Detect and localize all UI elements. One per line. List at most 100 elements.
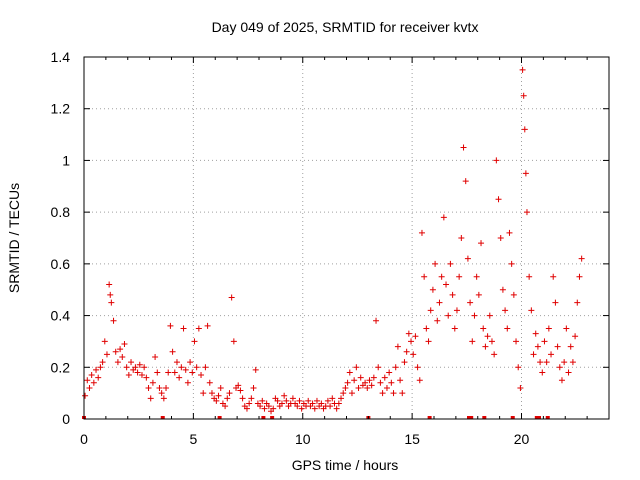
data-point: [392, 364, 399, 371]
data-point: [215, 392, 222, 399]
data-point: [338, 395, 345, 402]
data-point: [121, 341, 128, 348]
data-point: [541, 338, 548, 345]
data-point: [154, 369, 161, 376]
data-point: [112, 348, 119, 355]
data-point: [88, 372, 95, 379]
data-point: [362, 379, 369, 386]
data-point: [149, 379, 156, 386]
data-point: [574, 299, 581, 306]
data-point: [464, 255, 471, 262]
data-point: [228, 294, 235, 301]
data-point: [497, 235, 504, 241]
data-point: [305, 397, 312, 404]
data-point: [309, 400, 316, 407]
data-point: [178, 364, 185, 371]
data-point: [132, 364, 139, 371]
data-series-srmtid: [82, 66, 585, 419]
data-point: [182, 366, 189, 373]
data-point: [125, 372, 132, 379]
data-point: [156, 384, 163, 391]
data-point: [171, 369, 178, 376]
data-point: [528, 307, 535, 314]
data-point: [327, 403, 334, 410]
data-point: [84, 377, 91, 384]
data-point: [491, 351, 498, 358]
data-point: [147, 395, 154, 402]
y-tick-labels: 0 0.2 0.4 0.6 0.8 1 1.2 1.4: [51, 49, 71, 427]
data-point: [473, 273, 480, 280]
baseline-marker: [469, 416, 474, 419]
data-point: [504, 325, 511, 332]
data-point: [324, 397, 331, 404]
data-point: [410, 351, 417, 358]
data-point: [274, 397, 281, 404]
data-point: [86, 384, 93, 391]
data-point: [202, 364, 209, 371]
data-point: [237, 387, 244, 394]
data-point: [222, 403, 229, 410]
data-point: [394, 343, 401, 350]
data-point: [167, 322, 174, 329]
y-axis-label: SRMTID / TECUs: [6, 183, 22, 293]
data-point: [401, 359, 408, 366]
y-tick-label: 0: [62, 411, 70, 427]
x-tick-label: 20: [514, 431, 530, 447]
data-point: [106, 281, 113, 288]
data-point: [434, 317, 441, 324]
data-point: [523, 209, 530, 216]
data-point: [318, 400, 325, 407]
data-point: [252, 366, 259, 373]
data-point: [427, 307, 434, 314]
data-point: [119, 353, 126, 360]
data-point: [432, 260, 439, 267]
data-point: [510, 291, 517, 298]
data-point: [239, 395, 246, 402]
data-point: [576, 273, 583, 280]
data-point: [445, 312, 452, 319]
data-point: [364, 384, 371, 391]
data-point: [484, 333, 491, 340]
data-point: [313, 397, 320, 404]
data-point: [545, 325, 552, 332]
data-point: [534, 343, 541, 350]
data-point: [460, 144, 467, 151]
data-point: [296, 397, 303, 404]
data-point: [145, 384, 152, 391]
data-point: [298, 405, 305, 412]
plot-frame: [83, 56, 610, 420]
data-point: [200, 390, 207, 397]
data-point: [103, 351, 110, 358]
data-point: [193, 364, 200, 371]
data-point: [95, 374, 102, 381]
data-point: [482, 343, 489, 350]
data-point: [213, 397, 220, 404]
data-point: [158, 390, 165, 397]
axis-ticks: [83, 56, 609, 420]
data-point: [107, 291, 114, 298]
data-point: [386, 369, 393, 376]
data-point: [257, 403, 264, 410]
data-point: [82, 392, 89, 399]
y-tick-label: 1.2: [51, 101, 71, 117]
baseline-marker: [261, 416, 266, 419]
data-point: [191, 338, 198, 345]
data-point: [526, 273, 533, 280]
data-point: [110, 317, 117, 324]
data-point: [554, 343, 561, 350]
data-point: [176, 374, 183, 381]
data-point: [471, 312, 478, 319]
data-point: [447, 260, 454, 267]
data-point: [563, 325, 570, 332]
data-point: [521, 126, 528, 133]
data-point: [97, 364, 104, 371]
y-tick-label: 0.6: [51, 256, 71, 272]
data-point: [357, 374, 364, 381]
data-point: [250, 384, 257, 391]
data-point: [467, 299, 474, 306]
data-point: [342, 384, 349, 391]
data-point: [519, 66, 526, 73]
data-point: [340, 390, 347, 397]
data-point: [108, 299, 115, 306]
